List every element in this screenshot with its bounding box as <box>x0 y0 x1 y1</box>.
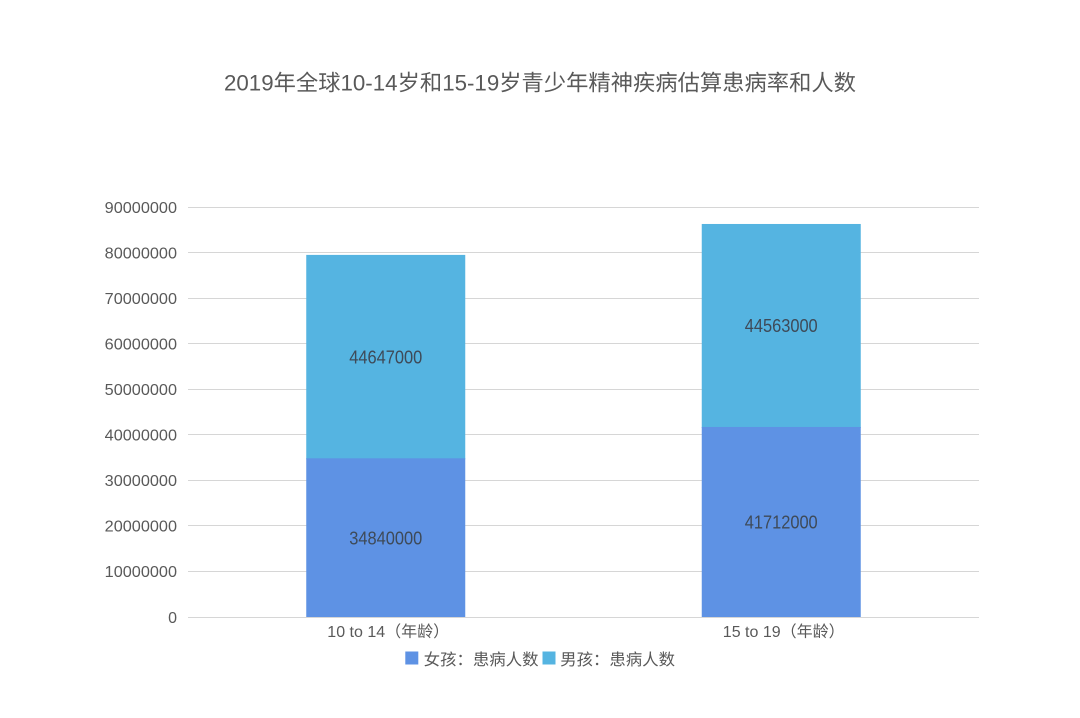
svg-text:70000000: 70000000 <box>105 291 177 308</box>
svg-text:41712000: 41712000 <box>745 512 818 533</box>
svg-text:40000000: 40000000 <box>105 428 177 445</box>
svg-text:15-19: 15-19 <box>442 71 499 96</box>
svg-text:10 to 14: 10 to 14 <box>327 624 385 641</box>
svg-text:10000000: 10000000 <box>105 564 177 581</box>
svg-text:90000000: 90000000 <box>105 200 177 217</box>
svg-text:30000000: 30000000 <box>105 473 177 490</box>
svg-text:2019: 2019 <box>224 71 274 96</box>
svg-text:34840000: 34840000 <box>349 527 422 548</box>
svg-text:10-14: 10-14 <box>341 71 398 96</box>
svg-text:44647000: 44647000 <box>349 346 422 367</box>
svg-text:15 to 19: 15 to 19 <box>723 624 781 641</box>
svg-text:20000000: 20000000 <box>105 519 177 536</box>
svg-text:44563000: 44563000 <box>745 315 818 336</box>
svg-text:80000000: 80000000 <box>105 245 177 262</box>
svg-text:60000000: 60000000 <box>105 336 177 353</box>
svg-text:0: 0 <box>168 610 177 627</box>
svg-text:50000000: 50000000 <box>105 382 177 399</box>
